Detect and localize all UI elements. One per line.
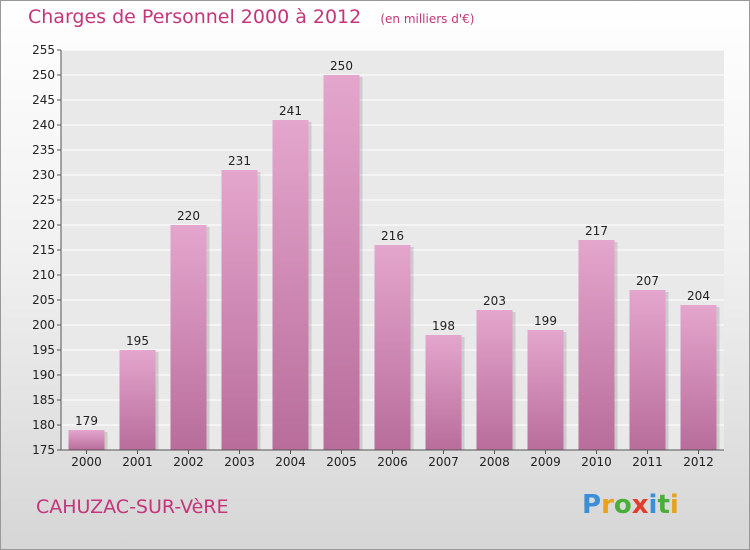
x-tick-label: 2007 (428, 455, 459, 469)
bar-2009 (527, 330, 564, 450)
logo-letter: o (613, 490, 632, 520)
data-label: 207 (636, 274, 659, 288)
y-tick-label: 250 (32, 68, 55, 82)
y-tick-label: 245 (32, 93, 55, 107)
y-tick-label: 205 (32, 293, 55, 307)
data-label: 220 (177, 209, 200, 223)
y-tick-label: 240 (32, 118, 55, 132)
data-label: 179 (75, 414, 98, 428)
y-tick-label: 175 (32, 443, 55, 457)
bar-2008 (476, 310, 513, 450)
bar-2003 (221, 170, 258, 450)
data-label: 199 (534, 314, 557, 328)
proxiti-logo: Proxiti (582, 490, 679, 520)
y-tick-label: 180 (32, 418, 55, 432)
bar-2005 (323, 75, 360, 450)
x-tick-label: 2003 (224, 455, 255, 469)
bar-2007 (425, 335, 462, 450)
y-tick-label: 235 (32, 143, 55, 157)
data-label: 198 (432, 319, 455, 333)
y-tick-label: 200 (32, 318, 55, 332)
x-tick-label: 2012 (683, 455, 714, 469)
y-tick-label: 185 (32, 393, 55, 407)
x-tick-label: 2008 (479, 455, 510, 469)
x-tick-label: 2009 (530, 455, 561, 469)
data-label: 241 (279, 104, 302, 118)
y-tick-label: 190 (32, 368, 55, 382)
x-tick-label: 2002 (173, 455, 204, 469)
logo-letter: r (601, 490, 614, 520)
y-tick-label: 215 (32, 243, 55, 257)
data-label: 231 (228, 154, 251, 168)
x-tick-label: 2006 (377, 455, 408, 469)
chart-header: Charges de Personnel 2000 à 2012 (en mil… (28, 6, 474, 28)
data-label: 204 (687, 289, 710, 303)
x-tick-label: 2011 (632, 455, 663, 469)
bar-2006 (374, 245, 411, 450)
x-tick-label: 2010 (581, 455, 612, 469)
logo-letter: P (582, 490, 602, 520)
bar-2004 (272, 120, 309, 450)
logo-letter: t (657, 490, 670, 520)
data-label: 217 (585, 224, 608, 238)
y-tick-label: 255 (32, 43, 55, 57)
logo-letter: i (648, 490, 658, 520)
bar-2010 (578, 240, 615, 450)
y-tick-label: 195 (32, 343, 55, 357)
chart-title: Charges de Personnel 2000 à 2012 (28, 6, 362, 28)
data-label: 195 (126, 334, 149, 348)
y-tick-label: 225 (32, 193, 55, 207)
location-name: CAHUZAC-SUR-VèRE (36, 496, 229, 518)
data-label: 216 (381, 229, 404, 243)
y-tick-label: 210 (32, 268, 55, 282)
bar-2002 (170, 225, 207, 450)
chart-subtitle: (en milliers d'€) (380, 12, 475, 26)
y-tick-label: 230 (32, 168, 55, 182)
y-tick-label: 220 (32, 218, 55, 232)
x-tick-label: 2004 (275, 455, 306, 469)
bar-2011 (629, 290, 666, 450)
logo-letter: x (631, 490, 649, 520)
x-tick-label: 2000 (71, 455, 102, 469)
data-label: 203 (483, 294, 506, 308)
x-tick-label: 2005 (326, 455, 357, 469)
bar-2001 (119, 350, 156, 450)
data-label: 250 (330, 59, 353, 73)
bar-2000 (68, 430, 105, 450)
x-tick-label: 2001 (122, 455, 153, 469)
logo-letter: i (669, 490, 679, 520)
bar-2012 (680, 305, 717, 450)
